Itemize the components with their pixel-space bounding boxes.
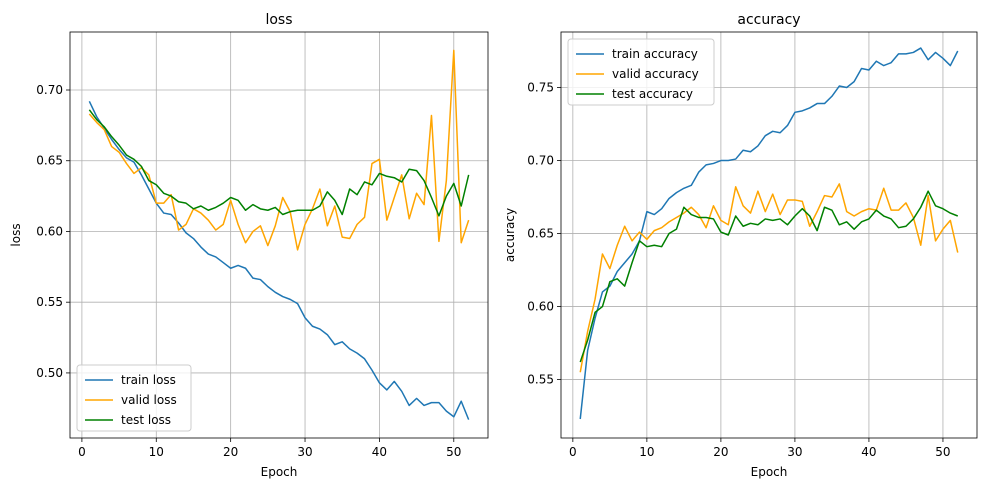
accuracy-legend-label: test accuracy: [612, 87, 693, 101]
accuracy-x-tick-label: 50: [935, 445, 950, 459]
loss-panel: loss Epoch loss 0 10 20 30 40 50 0.50 0.55 0.60 0…: [9, 12, 489, 479]
loss-y-tick-label: 0.70: [36, 83, 63, 97]
loss-legend-box: [76, 364, 192, 432]
accuracy-legend: train accuracy valid accuracy test accurac…: [567, 38, 715, 106]
accuracy-series-line-valid-accuracy: [579, 183, 959, 373]
loss-x-tick-label: 10: [149, 445, 164, 459]
loss-y-axis-label: loss: [9, 223, 23, 246]
accuracy-y-tick-label: 0.55: [527, 373, 554, 387]
loss-x-tick-label: 40: [372, 445, 387, 459]
loss-x-tick-label: 50: [446, 445, 461, 459]
accuracy-title: accuracy: [737, 12, 800, 28]
loss-x-tick-label: 20: [223, 445, 238, 459]
loss-y-tick-label: 0.55: [36, 295, 63, 309]
accuracy-y-tick-label: 0.65: [527, 227, 554, 241]
loss-series-line-train-loss: [88, 100, 470, 420]
accuracy-y-tick-label: 0.60: [527, 300, 554, 314]
loss-y-tick-label: 0.65: [36, 154, 63, 168]
loss-legend-label: valid loss: [121, 393, 177, 407]
accuracy-legend-box: [567, 38, 715, 106]
loss-series-line-test-loss: [88, 109, 470, 217]
loss-title: loss: [265, 12, 292, 28]
accuracy-series-line-test-accuracy: [579, 190, 959, 363]
loss-x-axis-label: Epoch: [261, 465, 298, 479]
accuracy-x-tick-label: 40: [861, 445, 876, 459]
accuracy-legend-label: train accuracy: [612, 47, 698, 61]
accuracy-y-tick-label: 0.75: [527, 80, 554, 94]
accuracy-x-tick-label: 0: [569, 445, 577, 459]
loss-x-tick-label: 30: [297, 445, 312, 459]
accuracy-x-tick-label: 10: [639, 445, 654, 459]
loss-legend: train loss valid loss test loss: [76, 364, 192, 432]
accuracy-legend-label: valid accuracy: [612, 67, 699, 81]
loss-x-tick-label: 0: [78, 445, 86, 459]
accuracy-panel: accuracy Epoch accuracy 0 10 20 30 40 50 0.55 0…: [503, 12, 978, 479]
accuracy-x-tick-label: 20: [713, 445, 728, 459]
loss-y-tick-label: 0.50: [36, 366, 63, 380]
loss-y-tick-label: 0.60: [36, 224, 63, 238]
accuracy-y-axis-label: accuracy: [503, 208, 517, 262]
accuracy-axes-frame: [560, 31, 978, 439]
loss-legend-label: train loss: [121, 373, 176, 387]
accuracy-x-tick-label: 30: [787, 445, 802, 459]
accuracy-x-axis-label: Epoch: [751, 465, 788, 479]
loss-axes-frame: [69, 31, 489, 439]
accuracy-series-line-train-accuracy: [579, 47, 959, 420]
accuracy-y-tick-label: 0.70: [527, 154, 554, 168]
loss-legend-label: test loss: [121, 413, 171, 427]
